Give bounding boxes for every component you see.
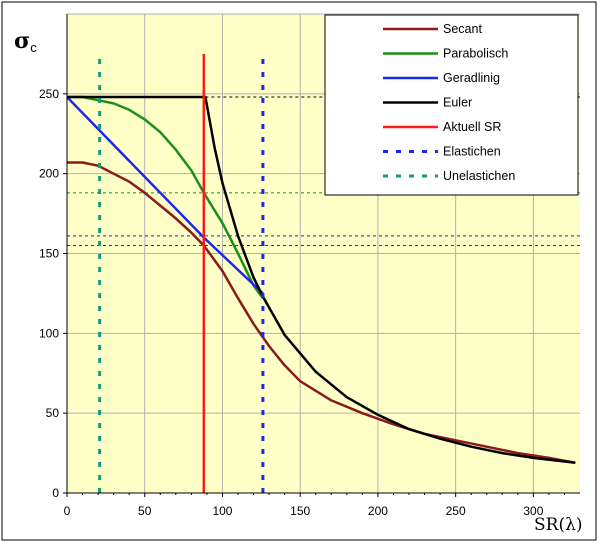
y-axis-title-main: σ — [14, 28, 30, 54]
y-axis-title: σc — [14, 28, 37, 55]
y-tick-label: 50 — [46, 406, 60, 420]
y-tick-label: 250 — [39, 87, 59, 101]
legend-label: Aktuell SR — [443, 120, 501, 134]
y-tick-label: 0 — [52, 486, 59, 500]
x-tick-label: 250 — [446, 504, 466, 518]
y-axis-title-sub: c — [30, 40, 37, 55]
legend-label: Euler — [443, 96, 472, 110]
x-tick-label: 300 — [523, 504, 543, 518]
series-line-euler — [67, 95, 576, 464]
legend-label: Geradlinig — [443, 71, 500, 85]
x-tick-label: 200 — [368, 504, 388, 518]
y-tick-label: 100 — [39, 326, 59, 340]
legend-label: Parabolisch — [443, 47, 508, 61]
x-axis-title: SR(λ) — [534, 515, 583, 535]
x-tick-label: 0 — [64, 504, 71, 518]
series-line-secant — [67, 161, 576, 464]
x-tick-label: 100 — [212, 504, 232, 518]
y-tick-label: 150 — [39, 247, 59, 261]
y-tick-label: 200 — [39, 167, 59, 181]
legend-label: Secant — [443, 22, 482, 36]
legend-label: Elastichen — [443, 145, 501, 159]
legend-box — [324, 14, 579, 196]
legend-label: Unelastichen — [443, 169, 515, 183]
x-tick-label: 150 — [290, 504, 310, 518]
x-tick-label: 50 — [138, 504, 152, 518]
